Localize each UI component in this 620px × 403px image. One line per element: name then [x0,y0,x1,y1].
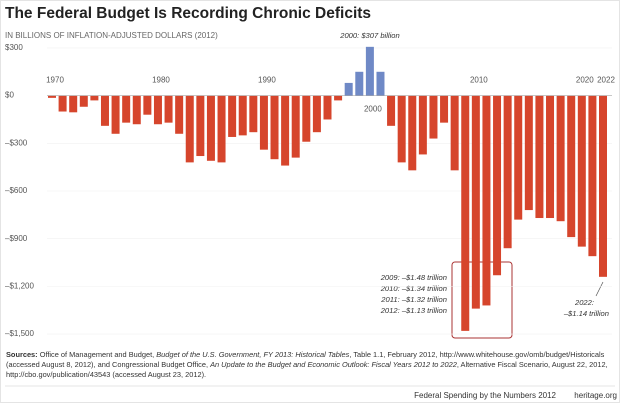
sources: Sources: Office of Management and Budget… [6,350,610,380]
bar [556,95,565,222]
x-tick-label: 2010 [470,76,488,85]
y-tick-label: –$900 [5,234,28,243]
bar [228,95,237,137]
bar [471,95,480,309]
bar [312,95,321,133]
bar [376,71,385,96]
x-tick-label: 2022 [597,76,615,85]
annotation: 2011: –$1.32 trillion [380,295,447,304]
y-tick-label: –$1,500 [5,329,34,338]
x-tick-label: 1970 [46,76,64,85]
bar [418,95,427,155]
highlight-box [451,261,513,339]
bar [387,95,396,126]
y-tick-label: –$600 [5,186,28,195]
bar [90,95,99,101]
bar [291,95,300,158]
bar [493,95,502,276]
y-tick-label: $300 [5,43,23,52]
bar [302,95,311,142]
y-tick-label: –$1,200 [5,281,34,290]
bar [175,95,184,134]
bar [249,95,258,133]
bar [217,95,226,163]
bar [69,95,78,113]
sources-label: Sources: [6,350,38,359]
bar [514,95,523,220]
bar [599,95,607,277]
y-tick-label: $0 [5,91,14,100]
chart-title: The Federal Budget Is Recording Chronic … [5,5,371,22]
bar [355,71,364,96]
bar [100,95,109,126]
y-tick-label: –$300 [5,138,28,147]
annotation: 2010: –$1.34 trillion [380,284,447,293]
x-tick-label: 1990 [258,76,276,85]
bar [334,95,343,101]
bar [577,95,586,247]
bar [408,95,417,171]
annotation: 2022: [574,298,594,307]
bar [238,95,247,136]
bar [153,95,162,125]
bar [164,95,173,123]
bar [132,95,141,125]
annotation: 2009: –$1.48 trillion [380,273,447,282]
bar [461,95,470,331]
bar [48,95,56,98]
bar [111,95,120,134]
bar [196,95,205,157]
bar [429,95,438,139]
bar [122,95,131,123]
sources-title: Budget of the U.S. Government, FY 2013: … [156,350,350,359]
sources-text: Office of Management and Budget, [37,350,157,359]
bar [365,46,374,96]
bar [450,95,459,171]
bar [344,82,353,96]
bar [524,95,533,211]
x-tick-label: 2020 [576,76,594,85]
bar [397,95,406,163]
annotation: –$1.14 trillion [563,309,609,318]
leader-line [595,281,604,297]
bar [143,95,152,115]
bar [270,95,279,160]
bar [206,95,215,161]
bar [588,95,597,257]
brand: heritage.org [574,391,617,400]
x-tick-label: 1980 [152,76,170,85]
sources-title: An Update to the Budget and Economic Out… [210,360,457,369]
x-tick-label: 2000 [364,105,382,114]
bar [482,95,491,306]
bar [79,95,88,107]
footer: Federal Spending by the Numbers 2012 [414,391,556,400]
chart-subtitle: IN BILLIONS OF INFLATION-ADJUSTED DOLLAR… [5,31,218,40]
bar [503,95,512,249]
bar [546,95,555,219]
sources-text: , Table 1.1, February 2012, http://www.w… [6,350,605,369]
sources-text: , Alternative Fiscal Scenario, August 22… [6,360,608,379]
annotation: 2000: $307 billion [339,31,400,40]
bar [567,95,576,238]
bar [259,95,268,150]
bar [58,95,67,112]
bar [323,95,332,120]
bar [440,95,449,123]
bar [535,95,544,219]
annotation: 2012: –$1.13 trillion [380,306,447,315]
bar [185,95,194,163]
bar [281,95,290,166]
